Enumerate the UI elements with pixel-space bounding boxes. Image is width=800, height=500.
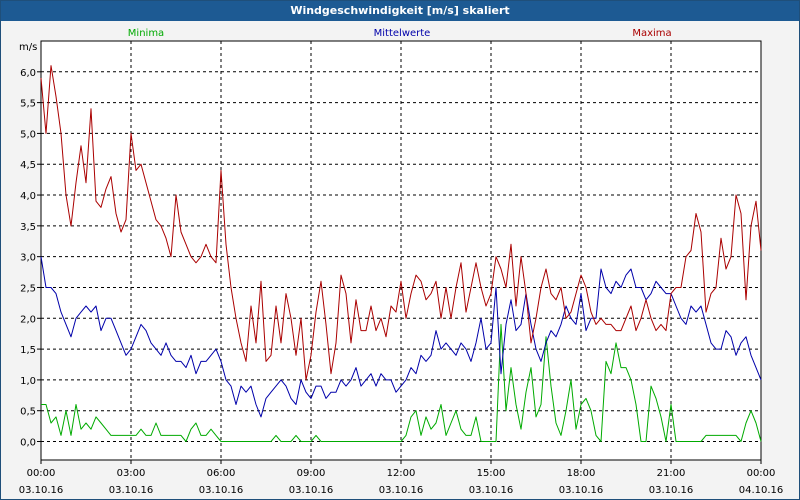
series-line-minima [41, 323, 762, 442]
window-title: Windgeschwindigkeit [m/s] skaliert [1, 1, 799, 21]
legend: Minima Mittelwerte Maxima [128, 28, 672, 39]
y-tick-label: 0,5 [20, 407, 36, 418]
series-group [40, 65, 762, 442]
x-tick-time-label: 12:00 [387, 468, 416, 479]
x-tick-date-label: 03.10.16 [199, 485, 244, 496]
x-tick-date-label: 03.10.16 [469, 485, 514, 496]
y-tick-label: 3,5 [20, 222, 36, 233]
y-tick-label: 3,0 [20, 253, 36, 264]
x-tick-date-label: 03.10.16 [559, 485, 604, 496]
x-axis: 00:00 03.10.16 03:00 03.10.16 06:00 03.10.16 0… [19, 460, 784, 496]
y-tick-label: 1,0 [20, 376, 36, 387]
x-tick-time-label: 03:00 [117, 468, 146, 479]
x-tick-time-label: 09:00 [297, 468, 326, 479]
y-tick-label: 6,0 [20, 68, 36, 79]
y-tick-label: 5,5 [20, 99, 36, 110]
y-tick-label: 2,5 [20, 283, 36, 294]
x-tick-date-label: 04.10.16 [739, 485, 784, 496]
x-tick-date-label: 03.10.16 [649, 485, 694, 496]
y-axis-unit-label: m/s [19, 42, 37, 53]
y-tick-label: 0,0 [20, 438, 36, 449]
y-tick-label: 4,5 [20, 160, 36, 171]
legend-item-mittelwerte: Mittelwerte [374, 28, 431, 39]
legend-item-maxima: Maxima [632, 28, 671, 39]
x-tick-time-label: 18:00 [567, 468, 596, 479]
x-tick-time-label: 00:00 [27, 468, 56, 479]
x-tick-date-label: 03.10.16 [379, 485, 424, 496]
y-tick-label: 5,0 [20, 129, 36, 140]
x-tick-time-label: 21:00 [657, 468, 686, 479]
y-axis: 0,0 0,5 1,0 1,5 2,0 2,5 3,0 3,5 4,0 4,5 5,0 5,5 6,0 [20, 68, 41, 449]
y-tick-label: 4,0 [20, 191, 36, 202]
x-tick-date-label: 03.10.16 [19, 485, 64, 496]
x-tick-date-label: 03.10.16 [109, 485, 154, 496]
x-tick-time-label: 06:00 [207, 468, 236, 479]
series-line-maxima [40, 65, 762, 381]
x-tick-time-label: 15:00 [477, 468, 506, 479]
y-tick-label: 2,0 [20, 314, 36, 325]
legend-item-minima: Minima [128, 28, 164, 39]
x-tick-time-label: 00:00 [747, 468, 776, 479]
y-tick-label: 1,5 [20, 345, 36, 356]
chart-area: 0,00,51,01,52,02,53,03,54,04,55,05,56,0 … [19, 28, 784, 496]
series-line-mittelwerte [40, 256, 762, 418]
x-tick-date-label: 03.10.16 [289, 485, 334, 496]
